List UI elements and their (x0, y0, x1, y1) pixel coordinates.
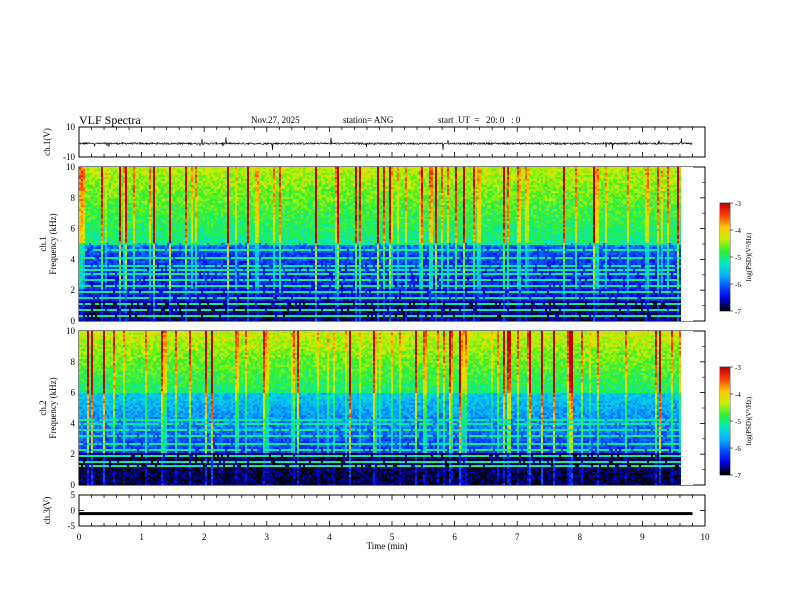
y-tick-label-3: 0 (71, 480, 76, 490)
ch1-spectrogram-channel-label: ch.1 (38, 236, 48, 251)
ch2-spectrogram-channel-label: ch.2 (38, 400, 48, 415)
ch1-trace (78, 137, 693, 151)
y-tick-label-2: 8 (71, 193, 76, 203)
y-tick-label-2: 6 (71, 224, 76, 234)
ch3-trace (79, 512, 693, 516)
x-tick-label: 2 (202, 532, 207, 542)
x-axis-label: Time (min) (367, 541, 408, 551)
colorbar-tick-label-2: -7 (735, 472, 741, 480)
ch2-colorbar (720, 367, 730, 475)
colorbar-tick-label-2: -3 (735, 364, 741, 372)
colorbar-label-2: log(PSD)(V²/Hz) (745, 396, 753, 445)
y-tick-label-2: 4 (71, 254, 76, 264)
ch1-spectrogram (79, 167, 693, 321)
start-time-label: start UT = 20: 0 : 0 (438, 115, 521, 125)
ch2-spectrogram (79, 331, 693, 485)
colorbar-tick-label-1: -7 (735, 308, 741, 316)
y-tick-label-3: 10 (66, 326, 76, 336)
x-tick-label: 10 (701, 532, 711, 542)
y-tick-label-3: 6 (71, 388, 76, 398)
colorbar-tick-label-2: -6 (735, 445, 741, 453)
y-tick-label-1: 10 (66, 122, 76, 132)
y-tick-label-3: 4 (71, 418, 76, 428)
ch1-waveform-ylabel: ch.1(V) (42, 128, 52, 156)
x-tick-label: 1 (139, 532, 144, 542)
ch1-colorbar (720, 203, 730, 311)
y-tick-label-4: 5 (71, 490, 76, 500)
colorbar-tick-label-2: -5 (735, 418, 741, 426)
ch1-frequency-ylabel: Frequency (kHz) (48, 213, 58, 274)
x-tick-label: 9 (640, 532, 645, 542)
x-tick-label: 4 (327, 532, 332, 542)
station-label: station= ANG (343, 115, 394, 125)
y-tick-label-3: 8 (71, 357, 76, 367)
ch3-waveform-ylabel: ch.3(V) (42, 497, 52, 525)
y-tick-label-4: -5 (68, 521, 76, 531)
colorbar-tick-label-1: -6 (735, 281, 741, 289)
x-tick-label: 0 (77, 532, 82, 542)
y-tick-label-4: 0 (71, 506, 76, 516)
colorbar-tick-label-2: -4 (735, 391, 741, 399)
x-tick-label: 5 (390, 532, 395, 542)
x-tick-label: 6 (452, 532, 457, 542)
chart-title: VLF Spectra (79, 113, 141, 127)
y-tick-label-2: 10 (66, 162, 76, 172)
y-tick-label-2: 0 (71, 316, 76, 326)
colorbar-tick-label-1: -5 (735, 254, 741, 262)
y-tick-label-2: 2 (71, 285, 76, 295)
ch2-frequency-ylabel: Frequency (kHz) (48, 377, 58, 438)
x-tick-label: 3 (265, 532, 270, 542)
y-tick-label-1: -10 (63, 152, 75, 162)
y-tick-label-3: 2 (71, 449, 76, 459)
colorbar-tick-label-1: -3 (735, 200, 741, 208)
x-tick-label: 7 (515, 532, 520, 542)
x-tick-label: 8 (578, 532, 583, 542)
colorbar-tick-label-1: -4 (735, 227, 741, 235)
colorbar-label-1: log(PSD)(V²/Hz) (745, 232, 753, 281)
date-label: Nov.27, 2025 (251, 115, 300, 125)
